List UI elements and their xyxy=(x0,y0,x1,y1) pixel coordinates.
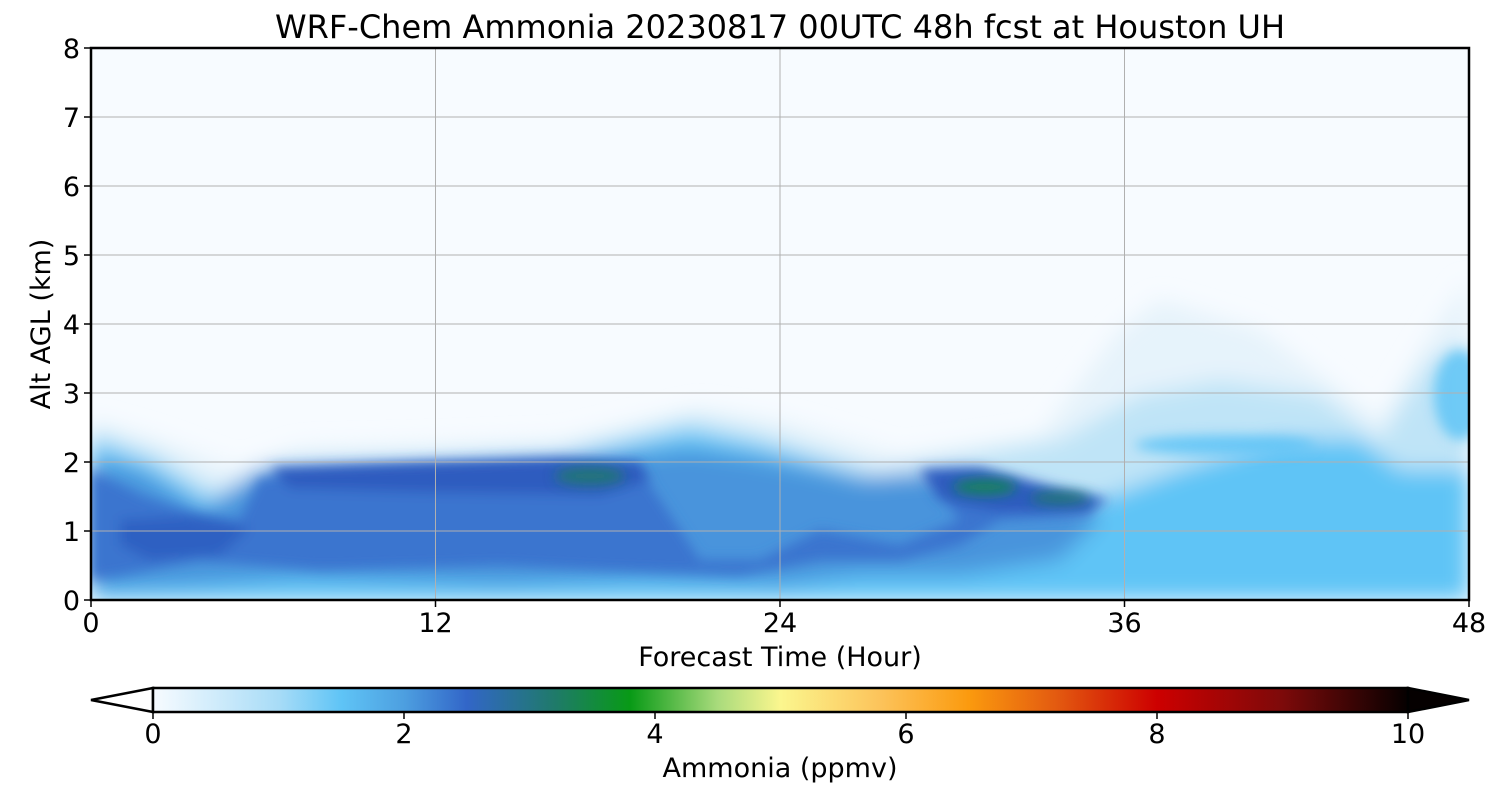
x-axis-label: Forecast Time (Hour) xyxy=(638,642,922,673)
contour-level-5b xyxy=(120,515,250,560)
colorbar-tick-label: 4 xyxy=(646,719,663,750)
y-tick-label: 3 xyxy=(63,379,80,410)
y-tick-label: 4 xyxy=(63,310,80,341)
colorbar-extend-min xyxy=(90,686,155,714)
y-tick-label: 2 xyxy=(63,448,80,479)
y-tick-label: 1 xyxy=(63,517,80,548)
y-axis-label: Alt AGL (km) xyxy=(26,239,57,410)
chart-title: WRF-Chem Ammonia 20230817 00UTC 48h fcst… xyxy=(275,8,1285,46)
x-tick-label: 36 xyxy=(1107,608,1141,639)
ammonia-maximum-2 xyxy=(953,479,1017,495)
colorbar-tick-label: 6 xyxy=(897,719,914,750)
plot-frame xyxy=(89,46,1471,602)
y-tick-label: 0 xyxy=(63,586,80,617)
colorbar-tick-label: 2 xyxy=(395,719,412,750)
y-tick-label: 5 xyxy=(63,241,80,272)
x-tick-label: 0 xyxy=(82,608,99,639)
contour-level-5a xyxy=(270,458,650,495)
y-tick-label: 7 xyxy=(63,103,80,134)
ammonia-maximum-1 xyxy=(555,467,625,485)
x-tick-label: 12 xyxy=(418,608,452,639)
elevated-layer-36-44h xyxy=(1135,435,1315,455)
colorbar: 0 2 4 6 8 10 Ammonia (ppmv) xyxy=(90,686,1470,784)
colorbar-extend-max xyxy=(1406,686,1470,714)
y-tick-label: 8 xyxy=(63,34,80,65)
ammonia-maximum-3 xyxy=(1030,492,1090,504)
y-tick-label: 6 xyxy=(63,172,80,203)
contour-level-4 xyxy=(91,470,1100,580)
elevated-layer-47h xyxy=(1434,350,1469,440)
colorbar-tick-label: 8 xyxy=(1148,719,1165,750)
x-tick-label: 48 xyxy=(1452,608,1486,639)
colorbar-label: Ammonia (ppmv) xyxy=(663,753,898,784)
x-tick-label: 24 xyxy=(763,608,797,639)
colorbar-frame xyxy=(151,686,1410,714)
colorbar-tick-label: 10 xyxy=(1391,719,1425,750)
colorbar-ticks: 0 2 4 6 8 10 xyxy=(144,712,1425,750)
colorbar-tick-label: 0 xyxy=(144,719,161,750)
colorbar-gradient xyxy=(153,688,1408,712)
